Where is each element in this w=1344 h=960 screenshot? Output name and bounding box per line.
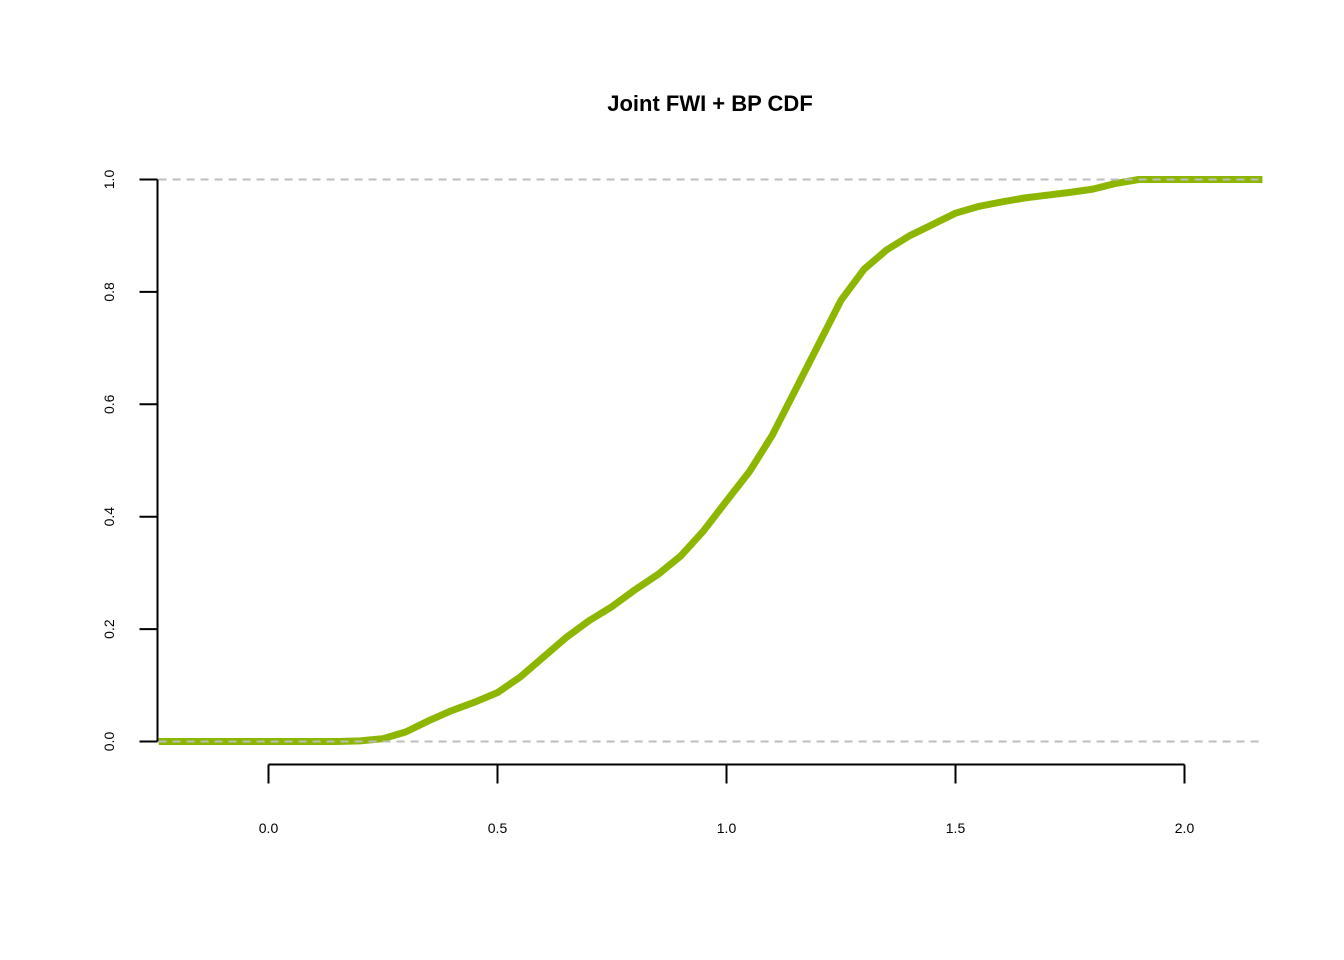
x-tick-label: 1.5 [946, 820, 966, 836]
series-layer [158, 176, 1263, 745]
chart-title: Joint FWI + BP CDF [607, 91, 813, 116]
y-tick-label: 0.6 [101, 394, 117, 414]
y-tick-label: 0.2 [101, 619, 117, 639]
y-tick-label: 0.8 [101, 282, 117, 302]
y-tick-label: 0.0 [101, 732, 117, 752]
x-tick-label: 2.0 [1175, 820, 1195, 836]
y-tick-label: 1.0 [101, 170, 117, 190]
x-tick-label: 1.0 [717, 820, 737, 836]
reference-lines [158, 178, 1263, 743]
y-axis: 0.0 0.2 0.4 0.6 0.8 1.0 [101, 170, 159, 752]
y-tick-label: 0.4 [101, 507, 117, 527]
x-tick-label: 0.5 [488, 820, 508, 836]
x-axis: 0.0 0.5 1.0 1.5 2.0 [259, 763, 1195, 836]
cdf-series-line-0 [158, 176, 1263, 745]
x-tick-label: 0.0 [259, 820, 279, 836]
